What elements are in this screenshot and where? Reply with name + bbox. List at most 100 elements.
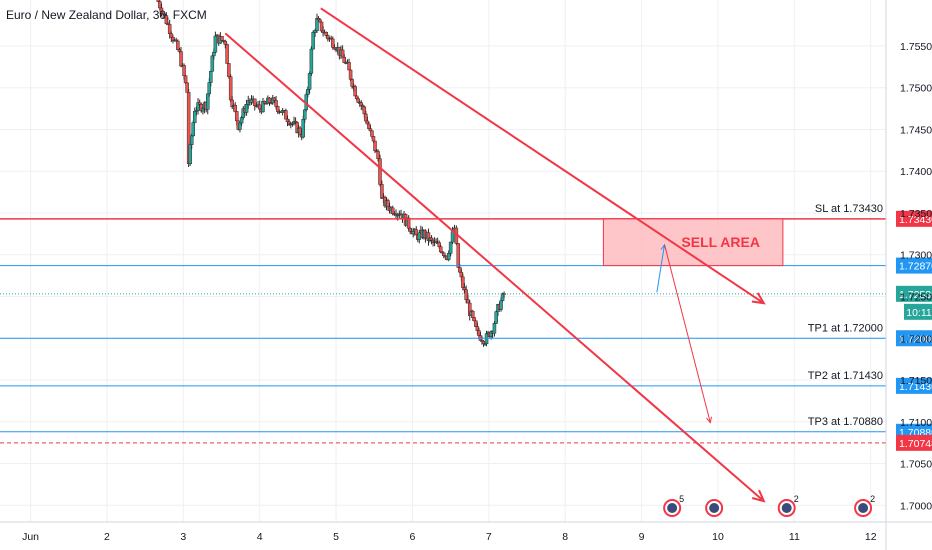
y-tick-label: 1.73000 <box>900 250 932 262</box>
y-tick-label: 1.71000 <box>900 417 932 429</box>
x-tick-label: 9 <box>639 531 645 543</box>
price-levels: SL at 1.73430 1.73430 1.72870 1.72532 TP1 at… <box>0 203 932 451</box>
y-tick-label: 1.72000 <box>900 333 932 345</box>
sell-area-zone <box>602 218 784 267</box>
candle-up <box>244 104 249 113</box>
candle-up <box>201 108 205 112</box>
x-tick-label: 7 <box>486 531 492 543</box>
projection-down-arrowhead <box>706 416 712 424</box>
y-tick-label: 1.70500 <box>900 459 932 471</box>
event-marker-dot <box>709 503 720 513</box>
candle-down <box>257 104 262 110</box>
candle-down <box>267 97 272 103</box>
candle-down <box>464 289 468 301</box>
candle-down <box>371 136 376 142</box>
level-label: SL at 1.73430 <box>815 203 883 215</box>
candle-up <box>499 300 503 310</box>
x-tick-label: 8 <box>562 531 568 543</box>
countdown-tag <box>904 303 932 320</box>
candle-down <box>332 47 337 50</box>
candle-down <box>220 36 224 41</box>
candle-up <box>191 122 195 137</box>
candle-down <box>324 32 328 36</box>
price-tag-label: 1.71430 <box>899 381 932 393</box>
price-tag <box>896 377 932 394</box>
price-tag <box>896 257 932 274</box>
candle-down <box>353 86 357 97</box>
candle-down <box>284 110 288 120</box>
event-markers[interactable]: 5 2 2 <box>663 494 875 517</box>
candle-down <box>274 100 278 107</box>
price-tag-label: 1.72870 <box>899 261 932 273</box>
event-marker-dot <box>667 503 678 513</box>
candle-down <box>262 101 267 104</box>
candle-up <box>450 231 455 243</box>
candle-down <box>466 299 470 304</box>
candle-up <box>238 122 242 130</box>
price-tag-label: 1.70748 <box>899 438 932 450</box>
candle-up <box>446 253 451 260</box>
projection-down <box>664 244 711 423</box>
candle-down <box>376 151 380 159</box>
x-tick-label: 11 <box>789 531 800 543</box>
candle-down <box>285 118 290 123</box>
x-tick-label: 10 <box>712 531 724 543</box>
y-tick-label: 1.73500 <box>900 208 932 220</box>
y-tick-label: 1.74500 <box>900 124 932 136</box>
candle-up <box>492 323 497 334</box>
x-tick-label: 6 <box>410 531 416 543</box>
candle-down <box>167 24 172 34</box>
candle-up <box>239 117 244 124</box>
candle-down <box>331 38 335 48</box>
candle-down <box>462 287 467 291</box>
candle-down <box>318 19 322 23</box>
candle-down <box>182 65 186 77</box>
candle-down <box>223 40 228 45</box>
candle-down <box>227 63 231 77</box>
price-tag <box>896 330 932 347</box>
candle-down <box>158 1 162 9</box>
candle-down <box>235 111 239 122</box>
candle-up <box>307 73 312 90</box>
channel-lower-line-arrowhead <box>751 489 766 503</box>
x-tick-label: Jun <box>22 531 39 543</box>
event-marker-count: 5 <box>679 494 684 504</box>
price-tag-label: 1.73430 <box>899 214 932 226</box>
candle-down <box>340 49 345 58</box>
channel-upper-line <box>320 7 765 305</box>
event-marker-count: 2 <box>870 494 875 504</box>
x-tick-label: 3 <box>180 531 186 543</box>
y-tick-label: 1.75500 <box>900 41 932 53</box>
candle-down <box>471 310 475 318</box>
x-tick-label: 4 <box>257 531 263 543</box>
candle-down <box>169 33 174 38</box>
countdown-label: 10:11 <box>906 307 932 319</box>
candle-up <box>213 35 218 53</box>
candle-up <box>193 110 197 123</box>
candle-down <box>183 75 188 84</box>
x-tick-label: 2 <box>104 531 110 543</box>
candle-up <box>315 18 319 31</box>
candle-down <box>275 106 280 112</box>
candle-up <box>311 32 315 50</box>
price-tag-label: 1.72532 <box>899 289 932 301</box>
event-marker-dot <box>781 503 792 513</box>
y-tick-label: 1.71500 <box>900 375 932 387</box>
price-tag <box>896 210 932 227</box>
level-label: TP3 at 1.70880 <box>808 416 883 428</box>
candle-down <box>370 130 374 137</box>
trend-drawings: SELL AREA <box>224 7 784 503</box>
candle-down <box>233 105 237 112</box>
candle-down <box>176 40 180 50</box>
price-tag <box>896 434 932 451</box>
price-tag-label: 1.72000 <box>899 333 932 345</box>
y-tick-label: 1.74000 <box>900 166 932 178</box>
level-label: TP1 at 1.72000 <box>808 322 883 334</box>
candle-up <box>309 48 314 74</box>
channel-upper-line-arrowhead <box>751 292 766 305</box>
candle-down <box>378 158 382 185</box>
event-marker-dot <box>858 503 869 513</box>
channel-lower-line <box>224 32 765 502</box>
